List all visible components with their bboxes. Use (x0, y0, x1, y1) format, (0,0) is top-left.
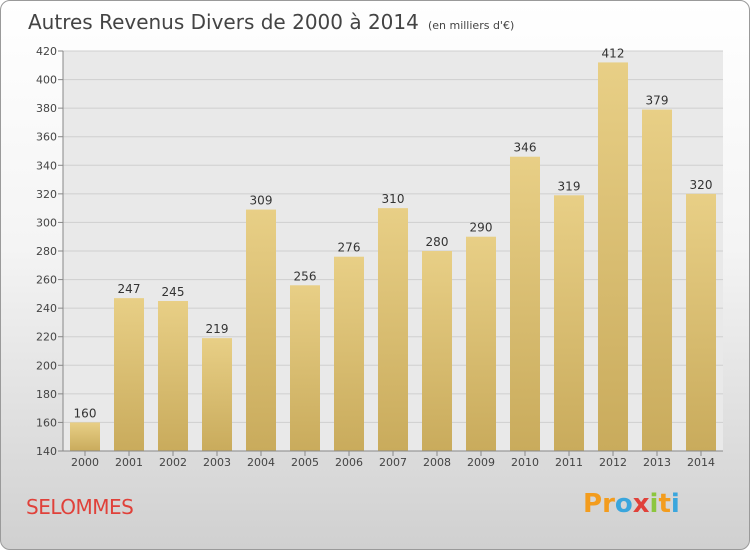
y-tick-label: 360 (36, 131, 57, 144)
bar-value-label: 290 (470, 221, 493, 235)
bar-value-label: 319 (558, 179, 581, 193)
bar (510, 156, 540, 451)
bar-value-label: 256 (294, 269, 317, 283)
chart-title: Autres Revenus Divers de 2000 à 2014 (28, 10, 419, 34)
x-tick-label: 2012 (599, 456, 627, 469)
y-tick-label: 140 (36, 445, 57, 458)
x-tick-label: 2014 (687, 456, 715, 469)
bar (246, 209, 276, 451)
y-tick-label: 340 (36, 159, 57, 172)
bar-value-label: 280 (426, 235, 449, 249)
labels: 140 160 180 200 220 240 260 280 300 320 340 360 380 4… (36, 45, 715, 469)
bar-value-label: 320 (690, 178, 713, 192)
bar (598, 62, 628, 452)
bar-value-label: 247 (118, 282, 141, 296)
bar (642, 109, 672, 452)
chart-title-block: Autres Revenus Divers de 2000 à 2014 (en… (28, 10, 514, 34)
bar (378, 208, 408, 451)
bar (466, 236, 496, 451)
y-tick-label: 380 (36, 102, 57, 115)
x-tick-label: 2006 (335, 456, 363, 469)
y-tick-label: 420 (36, 45, 57, 58)
x-tick-label: 2008 (423, 456, 451, 469)
bar (554, 195, 584, 451)
proxiti-logo: Proxiti (583, 489, 680, 519)
bar (114, 298, 144, 451)
logo-letter: P (583, 489, 603, 519)
bar-value-label: 219 (206, 322, 229, 336)
bar (202, 338, 232, 451)
y-tick-label: 240 (36, 302, 57, 315)
bar-value-label: 412 (602, 46, 625, 60)
axes (58, 50, 723, 456)
bars (70, 62, 716, 452)
x-tick-label: 2005 (291, 456, 319, 469)
bar (334, 256, 364, 451)
logo-letter: x (632, 489, 650, 519)
y-tick-label: 280 (36, 245, 57, 258)
y-tick-label: 320 (36, 188, 57, 201)
bar-value-label: 379 (646, 94, 669, 108)
chart-subtitle: (en milliers d'€) (427, 19, 515, 32)
y-tick-label: 200 (36, 359, 57, 372)
x-tick-label: 2000 (71, 456, 99, 469)
bar (686, 193, 716, 451)
x-tick-label: 2002 (159, 456, 187, 469)
bar-value-label: 309 (250, 194, 273, 208)
x-tick-label: 2009 (467, 456, 495, 469)
logo-letter: i (670, 489, 680, 519)
y-tick-label: 220 (36, 331, 57, 344)
y-tick-label: 160 (36, 416, 57, 429)
logo-letter: o (614, 489, 633, 519)
logo-letter: t (658, 489, 671, 519)
bar (70, 422, 100, 451)
y-tick-label: 180 (36, 388, 57, 401)
bar (422, 251, 452, 451)
bar-value-label: 160 (74, 406, 97, 420)
logo-letter: r (602, 489, 615, 519)
x-tick-label: 2013 (643, 456, 671, 469)
x-tick-label: 2007 (379, 456, 407, 469)
y-tick-label: 260 (36, 274, 57, 287)
x-tick-label: 2001 (115, 456, 143, 469)
x-tick-label: 2004 (247, 456, 275, 469)
x-tick-label: 2010 (511, 456, 539, 469)
bar (158, 301, 188, 451)
bar-value-label: 310 (382, 192, 405, 206)
bar-value-label: 245 (162, 285, 185, 299)
x-tick-label: 2003 (203, 456, 231, 469)
logo-letter: i (649, 489, 659, 519)
bar-value-label: 346 (514, 141, 537, 155)
x-tick-label: 2011 (555, 456, 583, 469)
bar (290, 285, 320, 451)
location-label: SELOMMES (26, 495, 134, 519)
y-tick-label: 400 (36, 74, 57, 87)
y-tick-label: 300 (36, 216, 57, 229)
bar-value-label: 276 (338, 241, 361, 255)
